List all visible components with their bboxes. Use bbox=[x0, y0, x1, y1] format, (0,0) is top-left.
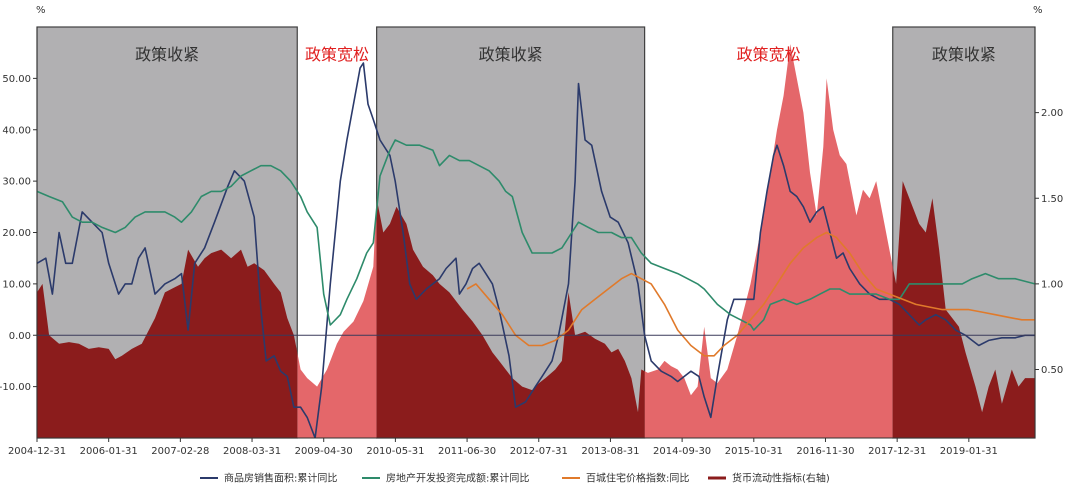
liquidity-area bbox=[37, 44, 1035, 438]
axes: 50.00 40.00 30.00 20.00 10.00 0.00 -10.00 2.00 1… bbox=[0, 27, 1063, 457]
x-tick-label: 2007-02-28 bbox=[151, 446, 209, 457]
right-tick-label: 1.50 bbox=[1041, 194, 1063, 205]
right-unit-label: % bbox=[1033, 5, 1043, 16]
x-tick-label: 2016-11-30 bbox=[796, 446, 854, 457]
series-line-0 bbox=[37, 62, 1035, 438]
series-line-1 bbox=[37, 139, 1035, 331]
legend-label-2: 百城住宅价格指数:同比 bbox=[586, 472, 689, 485]
band-labels: 政策收紧 政策宽松 政策收紧 政策宽松 政策收紧 bbox=[135, 45, 996, 64]
x-tick-label: 2010-05-31 bbox=[366, 446, 424, 457]
right-tick-label: 0.50 bbox=[1041, 365, 1063, 376]
x-tick-label: 2015-10-31 bbox=[725, 446, 783, 457]
band-label-1: 政策宽松 bbox=[305, 45, 369, 64]
right-tick-label: 1.00 bbox=[1041, 279, 1063, 290]
band-label-2: 政策收紧 bbox=[479, 45, 543, 64]
x-tick-label: 2004-12-31 bbox=[8, 446, 66, 457]
left-tick-label: 30.00 bbox=[2, 177, 31, 188]
left-tick-label: 50.00 bbox=[2, 74, 31, 85]
x-tick-label: 2013-08-31 bbox=[581, 446, 639, 457]
left-tick-label: 20.00 bbox=[2, 228, 31, 239]
left-unit-label: % bbox=[36, 5, 46, 16]
x-tick-label: 2006-01-31 bbox=[80, 446, 138, 457]
legend-label-0: 商品房销售面积:累计同比 bbox=[224, 472, 337, 485]
left-tick-label: -10.00 bbox=[0, 382, 31, 393]
legend: 商品房销售面积:累计同比 房地产开发投资完成额:累计同比 百城住宅价格指数:同比 货币… bbox=[200, 472, 830, 485]
x-tick-label: 2017-12-31 bbox=[868, 446, 926, 457]
x-tick-label: 2012-07-31 bbox=[510, 446, 568, 457]
liquidity-area-loose bbox=[297, 44, 893, 438]
x-tick-label: 2019-01-31 bbox=[940, 446, 998, 457]
band-label-4: 政策收紧 bbox=[932, 45, 996, 64]
legend-label-1: 房地产开发投资完成额:累计同比 bbox=[386, 472, 529, 485]
x-tick-label: 2009-04-30 bbox=[295, 446, 353, 457]
x-tick-label: 2011-06-30 bbox=[438, 446, 496, 457]
left-tick-label: 0.00 bbox=[9, 331, 31, 342]
x-tick-label: 2008-03-31 bbox=[223, 446, 281, 457]
legend-label-3: 货币流动性指标(右轴) bbox=[732, 472, 830, 485]
left-tick-label: 40.00 bbox=[2, 125, 31, 136]
left-tick-label: 10.00 bbox=[2, 279, 31, 290]
x-tick-label: 2014-09-30 bbox=[653, 446, 711, 457]
band-label-0: 政策收紧 bbox=[135, 45, 199, 64]
liquidity-area-loose-group bbox=[297, 44, 893, 438]
right-tick-label: 2.00 bbox=[1041, 108, 1063, 119]
band-label-3: 政策宽松 bbox=[737, 45, 801, 64]
